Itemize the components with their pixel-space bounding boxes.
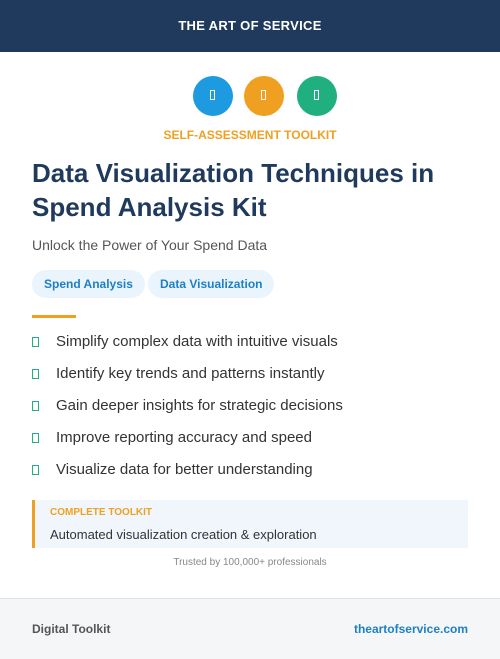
feature-text: Visualize data for better understanding — [56, 461, 313, 478]
header-title: THE ART OF SERVICE — [0, 0, 500, 52]
check-icon — [32, 401, 39, 411]
feature-text: Gain deeper insights for strategic decis… — [56, 397, 343, 414]
callout-text: Automated visualization creation & explo… — [50, 527, 317, 542]
callout-label: COMPLETE TOOLKIT — [50, 507, 153, 518]
kicker: SELF-ASSESSMENT TOOLKIT — [163, 128, 337, 142]
callout: COMPLETE TOOLKIT Automated visualization… — [32, 500, 468, 548]
check-icon — [32, 465, 39, 475]
icon — [261, 90, 266, 100]
tag: Data Visualization — [148, 270, 275, 298]
title: Data Visualization Techniques in Spend A… — [32, 158, 435, 222]
icon — [314, 90, 319, 100]
check-icon — [32, 369, 39, 379]
trust-note: Trusted by 100,000+ professionals — [173, 557, 327, 568]
accent-rule — [32, 315, 76, 318]
feature-text: Improve reporting accuracy and speed — [56, 429, 312, 446]
icon-circle — [297, 76, 337, 116]
footer-left: Digital Toolkit — [32, 622, 111, 636]
footer-link[interactable]: theartofservice.com — [353, 622, 468, 636]
tag: Spend Analysis — [32, 270, 145, 298]
check-icon — [32, 337, 39, 347]
footer: Digital Toolkit theartofservice.com — [0, 598, 500, 659]
check-icon — [32, 433, 39, 443]
subtitle: Unlock the Power of Your Spend Data — [32, 237, 268, 253]
icon — [210, 90, 215, 100]
icon-circle — [244, 76, 284, 116]
feature-text: Simplify complex data with intuitive vis… — [56, 333, 338, 350]
feature-text: Identify key trends and patterns instant… — [56, 365, 325, 382]
icon-circle — [193, 76, 233, 116]
